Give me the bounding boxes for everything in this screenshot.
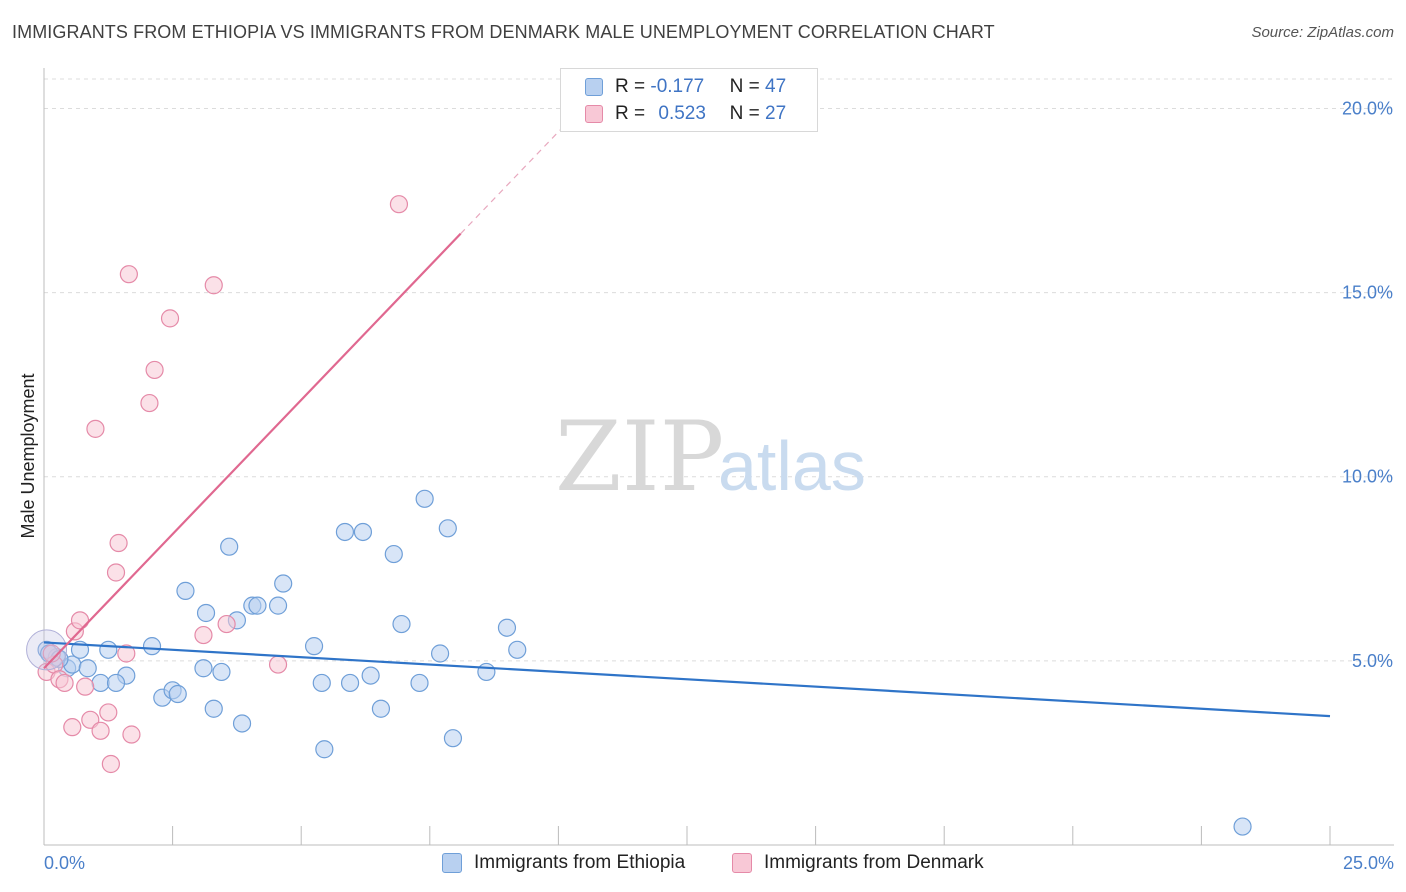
- ethiopia-point-33: [371, 699, 391, 718]
- ethiopia-point-39: [438, 519, 457, 538]
- ethiopia-point-28: [315, 740, 334, 759]
- denmark-point-17: [122, 725, 141, 744]
- ethiopia-legend-label: Immigrants from Ethiopia: [474, 852, 686, 873]
- ethiopia-point-40: [443, 729, 463, 748]
- correlation-legend: R = -0.177 N = 47 R = 0.523 N = 27: [560, 68, 818, 132]
- denmark-point-11: [99, 703, 118, 722]
- watermark-atlas: atlas: [718, 427, 866, 505]
- ethiopia-point-18: [212, 662, 231, 682]
- denmark-point-23: [217, 614, 236, 634]
- ethiopia-point-7: [99, 640, 118, 659]
- ethiopia-point-44: [1233, 817, 1252, 836]
- y-tick-label-3: 20.0%: [1342, 98, 1393, 118]
- denmark-point-10: [91, 721, 110, 740]
- chart-title: IMMIGRANTS FROM ETHIOPIA VS IMMIGRANTS F…: [12, 22, 995, 42]
- y-tick-label-2: 15.0%: [1342, 283, 1393, 303]
- ethiopia-point-29: [335, 522, 355, 542]
- denmark-legend-swatch: [732, 853, 752, 873]
- denmark-point-19: [145, 360, 164, 380]
- denmark-point-3: [55, 673, 74, 693]
- ethiopia-point-24: [268, 596, 288, 615]
- denmark-point-14: [109, 533, 128, 553]
- watermark: ZIP atlas: [555, 401, 866, 513]
- denmark-point-12: [101, 754, 120, 774]
- ethiopia-point-15: [194, 659, 213, 678]
- legend-item-ethiopia: Immigrants from Ethiopia: [442, 852, 685, 874]
- ethiopia-point-6: [91, 673, 110, 693]
- denmark-point-21: [194, 625, 213, 645]
- ethiopia-point-14: [176, 581, 195, 600]
- series-denmark-points: [26, 195, 409, 774]
- ethiopia-point-36: [410, 673, 429, 693]
- x-tick-label-max: 25.0%: [1343, 853, 1394, 873]
- ethiopia-n-value: 47: [765, 76, 787, 97]
- ethiopia-point-16: [196, 603, 216, 623]
- ethiopia-point-27: [312, 673, 331, 693]
- y-tick-label-0: 5.0%: [1352, 651, 1393, 671]
- ethiopia-point-38: [430, 644, 450, 663]
- denmark-point-22: [204, 276, 223, 295]
- denmark-point-9: [86, 419, 105, 438]
- y-axis-label: Male Unemployment: [18, 373, 38, 538]
- denmark-point-25: [389, 195, 409, 214]
- denmark-point-6: [70, 611, 90, 630]
- denmark-r-value: 0.523: [658, 103, 706, 124]
- watermark-zip: ZIP: [555, 401, 724, 513]
- x-tick-label-min: 0.0%: [44, 853, 85, 873]
- ethiopia-point-5: [78, 659, 97, 678]
- x-tick-labels: 0.0% 25.0%: [44, 853, 1394, 873]
- ethiopia-point-34: [384, 544, 403, 564]
- chart-source: Source: ZipAtlas.com: [1251, 24, 1394, 41]
- n-label: N =: [724, 103, 766, 124]
- ethiopia-r-value: -0.177: [650, 76, 705, 97]
- ethiopia-point-17: [204, 699, 223, 718]
- ethiopia-legend-swatch: [442, 853, 462, 873]
- legend-row-denmark: R = 0.523 N = 27: [585, 102, 786, 126]
- denmark-point-16: [119, 265, 138, 284]
- denmark-legend-label: Immigrants from Denmark: [764, 852, 984, 873]
- denmark-point-15: [117, 644, 136, 663]
- r-label: R =: [615, 76, 651, 97]
- axes: [43, 68, 1394, 846]
- denmark-point-26: [42, 644, 61, 663]
- r-label: R =: [615, 103, 651, 124]
- ethiopia-point-10: [142, 637, 162, 656]
- ethiopia-point-26: [304, 637, 324, 656]
- legend-item-denmark: Immigrants from Denmark: [732, 852, 984, 874]
- ethiopia-point-13: [168, 684, 187, 704]
- ethiopia-point-43: [508, 640, 527, 659]
- y-tick-labels: 5.0% 10.0% 15.0% 20.0%: [1342, 98, 1393, 670]
- trend-lines: [43, 93, 1331, 718]
- ethiopia-point-9: [106, 673, 126, 693]
- ethiopia-point-42: [497, 618, 517, 637]
- y-tick-label-1: 10.0%: [1342, 467, 1393, 487]
- ethiopia-point-23: [248, 596, 267, 615]
- series-ethiopia-points: [37, 489, 1252, 836]
- ethiopia-swatch: [585, 78, 603, 96]
- denmark-point-18: [140, 393, 159, 413]
- ethiopia-point-37: [415, 489, 434, 508]
- denmark-n-value: 27: [765, 103, 787, 124]
- legend-row-ethiopia: R = -0.177 N = 47: [585, 75, 786, 99]
- ethiopia-trend-line: [43, 641, 1331, 718]
- ethiopia-point-35: [392, 614, 411, 634]
- ethiopia-point-30: [340, 673, 360, 693]
- denmark-point-13: [106, 563, 126, 582]
- ethiopia-point-19: [220, 537, 239, 556]
- grid-lines: [44, 78, 1394, 662]
- ethiopia-point-21: [232, 714, 252, 733]
- overlap-cluster-point: [26, 629, 68, 671]
- n-label: N =: [724, 76, 766, 97]
- ethiopia-point-31: [353, 522, 373, 542]
- ethiopia-point-32: [361, 666, 380, 685]
- denmark-swatch: [585, 105, 603, 123]
- denmark-point-24: [268, 655, 288, 674]
- denmark-point-7: [76, 677, 95, 696]
- denmark-trend-line: [43, 232, 462, 669]
- ethiopia-point-41: [477, 662, 496, 682]
- ethiopia-point-25: [274, 574, 293, 593]
- denmark-point-4: [63, 718, 82, 737]
- denmark-point-20: [160, 309, 180, 328]
